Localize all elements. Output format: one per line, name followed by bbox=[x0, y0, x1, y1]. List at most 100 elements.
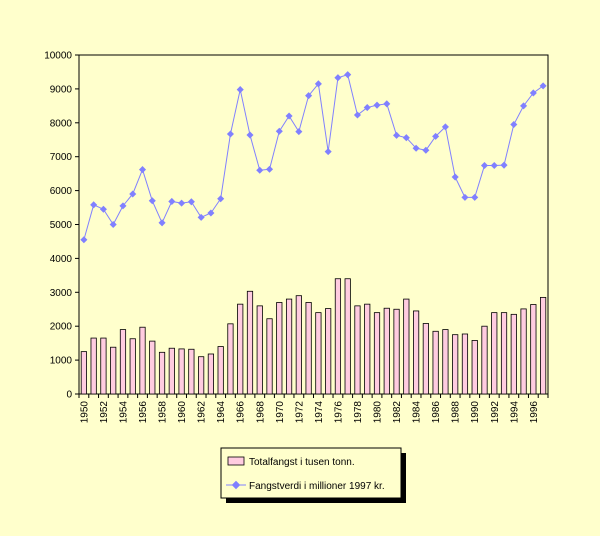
bar-1967 bbox=[246, 290, 254, 395]
bar-1997 bbox=[540, 296, 547, 395]
point-1982 bbox=[393, 131, 401, 139]
x-tick-label-1992: 1992 bbox=[490, 401, 501, 424]
legend-marker-swatch bbox=[231, 480, 241, 490]
point-1959 bbox=[168, 197, 176, 205]
bar-1959 bbox=[168, 347, 175, 395]
bar-1968 bbox=[256, 305, 263, 395]
point-1985 bbox=[422, 146, 430, 154]
y-tick-label-10000: 10000 bbox=[44, 51, 72, 62]
x-tick-label-1962: 1962 bbox=[197, 401, 208, 424]
bar-1975 bbox=[325, 308, 332, 395]
point-1981 bbox=[383, 100, 391, 108]
point-1987 bbox=[441, 123, 449, 131]
point-1986 bbox=[432, 132, 440, 140]
bar-1965 bbox=[227, 323, 234, 395]
bar-1973 bbox=[305, 302, 312, 395]
bar-1972 bbox=[295, 295, 302, 395]
point-1952 bbox=[99, 205, 107, 213]
legend-box bbox=[220, 447, 402, 499]
point-1957 bbox=[148, 197, 156, 205]
bar-1963 bbox=[207, 353, 214, 395]
x-tick-label-1960: 1960 bbox=[177, 401, 188, 424]
y-tick-label-3000: 3000 bbox=[50, 288, 73, 299]
bar-1958 bbox=[158, 351, 166, 395]
bar-1980 bbox=[373, 312, 381, 395]
point-1979 bbox=[363, 104, 371, 112]
x-tick-label-1970: 1970 bbox=[275, 401, 286, 424]
bar-1979 bbox=[364, 303, 371, 395]
x-tick-label-1958: 1958 bbox=[158, 401, 169, 424]
point-1996 bbox=[529, 89, 537, 97]
bar-1991 bbox=[481, 325, 488, 395]
x-tick-label-1980: 1980 bbox=[373, 401, 384, 424]
bar-1954 bbox=[119, 329, 127, 395]
point-1978 bbox=[353, 111, 362, 119]
y-tick-label-2000: 2000 bbox=[50, 322, 73, 333]
point-1950 bbox=[80, 236, 88, 244]
x-tick-label-1988: 1988 bbox=[451, 401, 462, 424]
x-tick-label-1996: 1996 bbox=[529, 401, 540, 424]
bar-1976 bbox=[334, 278, 342, 395]
bar-1961 bbox=[188, 348, 195, 395]
x-tick-label-1954: 1954 bbox=[118, 401, 129, 424]
legend-bar-swatch bbox=[227, 456, 245, 466]
bar-1982 bbox=[393, 308, 400, 395]
bar-1971 bbox=[285, 298, 293, 395]
point-1968 bbox=[256, 166, 264, 174]
bar-1951 bbox=[90, 337, 97, 395]
y-tick-label-5000: 5000 bbox=[50, 220, 73, 231]
legend: Totalfangst i tusen tonn. Fangstverdi i … bbox=[220, 447, 406, 503]
bar-1952 bbox=[100, 337, 107, 395]
x-tick-label-1990: 1990 bbox=[470, 401, 481, 424]
x-axis: 1950 1952 1954 1956 1958 1960 1962 1964 1966 1968… bbox=[78, 394, 549, 424]
x-tick-label-1994: 1994 bbox=[509, 401, 520, 424]
y-axis: 0 1000 2000 3000 4000 5000 6000 7000 8000 9000 100… bbox=[44, 51, 79, 401]
bar-1987 bbox=[442, 329, 449, 395]
bar-1990 bbox=[471, 340, 478, 395]
x-tick-label-1982: 1982 bbox=[392, 401, 403, 424]
y-tick-label-1000: 1000 bbox=[50, 356, 73, 367]
point-1973 bbox=[305, 92, 313, 100]
point-1971 bbox=[285, 112, 293, 120]
legend-label-totalfangst: Totalfangst i tusen tonn. bbox=[249, 457, 355, 468]
legend-label-fangstverdi: Fangstverdi i millioner 1997 kr. bbox=[249, 481, 385, 492]
x-tick-label-1956: 1956 bbox=[138, 401, 149, 424]
x-tick-label-1964: 1964 bbox=[216, 401, 227, 424]
bar-1983 bbox=[403, 298, 410, 395]
x-tick-label-1986: 1986 bbox=[431, 401, 442, 424]
point-1961 bbox=[187, 198, 195, 206]
point-1997 bbox=[539, 82, 547, 90]
x-tick-label-1950: 1950 bbox=[79, 401, 90, 424]
point-1988 bbox=[451, 173, 459, 181]
point-1953 bbox=[109, 220, 117, 229]
x-tick-label-1978: 1978 bbox=[353, 401, 364, 424]
point-1970 bbox=[275, 127, 283, 135]
y-tick-label-0: 0 bbox=[66, 390, 72, 401]
point-1963 bbox=[207, 209, 215, 217]
point-1975 bbox=[324, 148, 332, 156]
point-1956 bbox=[138, 166, 147, 174]
bar-1964 bbox=[217, 346, 224, 395]
point-1989 bbox=[461, 193, 469, 201]
plot-area bbox=[78, 54, 549, 395]
bar-1966 bbox=[237, 303, 244, 395]
point-1969 bbox=[265, 165, 274, 173]
bar-1970 bbox=[276, 302, 283, 395]
point-1951 bbox=[90, 201, 98, 209]
bar-1996 bbox=[530, 304, 537, 395]
point-1965 bbox=[226, 130, 234, 138]
x-tick-label-1974: 1974 bbox=[314, 401, 325, 424]
y-tick-label-4000: 4000 bbox=[50, 254, 73, 265]
point-1990 bbox=[471, 193, 479, 201]
bar-1956 bbox=[139, 326, 146, 395]
point-1955 bbox=[129, 190, 137, 198]
bar-1981 bbox=[383, 307, 390, 395]
point-1967 bbox=[246, 131, 254, 139]
point-1993 bbox=[500, 161, 508, 169]
bar-1992 bbox=[491, 312, 498, 395]
bar-1962 bbox=[198, 356, 205, 395]
y-tick-label-9000: 9000 bbox=[50, 84, 73, 95]
bar-1969 bbox=[266, 318, 273, 395]
bar-1988 bbox=[452, 334, 459, 395]
point-1966 bbox=[236, 86, 244, 94]
